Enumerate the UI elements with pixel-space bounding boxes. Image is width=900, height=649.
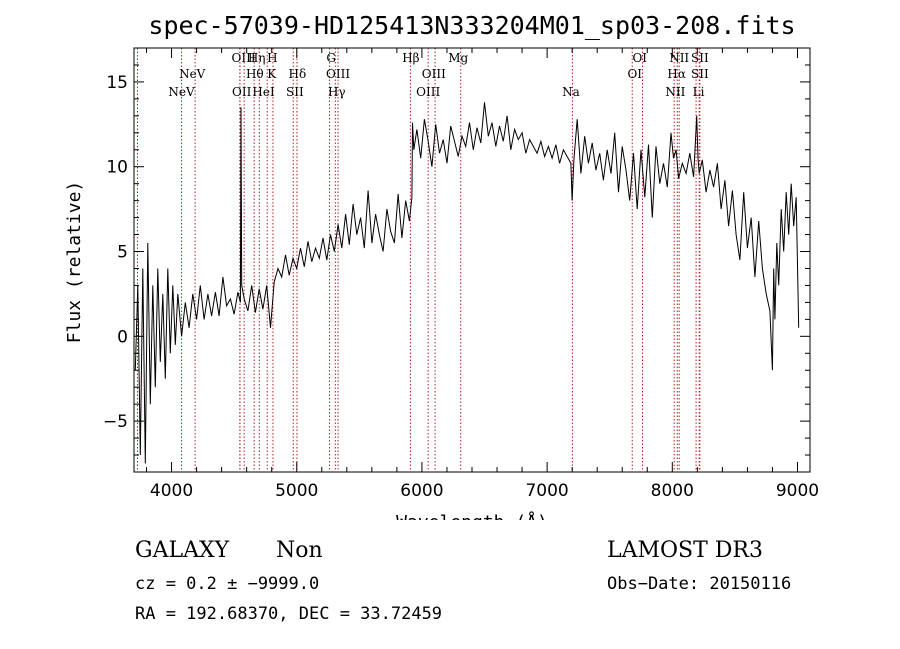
y-tick-label-3: 10: [106, 158, 128, 178]
y-tick-label-0: −5: [103, 412, 128, 432]
y-tick-label-1: 0: [117, 327, 128, 347]
line-label-12: OIII: [326, 67, 350, 81]
line-label-14: Hβ: [402, 51, 419, 65]
object-subclass: Non: [276, 538, 323, 563]
line-label-5: Hη: [248, 51, 266, 65]
redshift-readout: cz = 0.2 ± −9999.0: [135, 574, 320, 594]
ra-dec-readout: RA = 192.68370, DEC = 33.72459: [135, 604, 443, 624]
x-axis-label: Wavelength (Å): [396, 511, 548, 520]
line-label-26: Li: [693, 85, 705, 99]
line-label-13: Hγ: [328, 85, 346, 99]
obs-date: Obs−Date: 20150116: [607, 574, 792, 594]
x-tick-label-5: 9000: [776, 481, 819, 501]
line-label-2: OII: [232, 85, 252, 99]
chart-title: spec-57039-HD125413N333204M01_sp03-208.f…: [148, 11, 795, 40]
line-label-7: H: [267, 51, 277, 65]
x-tick-label-4: 8000: [651, 481, 694, 501]
line-label-25: SII: [691, 67, 709, 81]
y-tick-label-2: 5: [117, 243, 128, 263]
plot-frame: [133, 47, 811, 473]
spectrum-trace-0: [134, 102, 800, 464]
x-tick-label-0: 4000: [150, 481, 193, 501]
spectrum-chart: NeVNeVOIIOIIIHθHηHeIHKSIIHδGOIIIHγHβOIII…: [64, 11, 819, 520]
line-label-23: NII: [665, 85, 685, 99]
line-label-9: SII: [286, 85, 304, 99]
y-axis-label: Flux (relative): [64, 181, 85, 344]
line-label-0: NeV: [168, 85, 195, 99]
line-label-16: OIII: [416, 85, 440, 99]
line-label-17: Mg: [448, 51, 468, 65]
line-label-6: HeI: [252, 85, 275, 99]
line-label-22: Hα: [667, 67, 686, 81]
survey-name: LAMOST DR3: [607, 538, 763, 563]
line-label-21: NII: [669, 51, 689, 65]
line-label-11: G: [326, 51, 336, 65]
object-class: GALAXY: [135, 538, 230, 563]
line-label-1: NeV: [179, 67, 206, 81]
line-label-8: K: [267, 67, 277, 81]
line-label-18: Na: [562, 85, 580, 99]
line-label-10: Hδ: [289, 67, 307, 81]
x-tick-label-2: 6000: [400, 481, 443, 501]
line-label-19: OI: [632, 51, 647, 65]
line-label-4: Hθ: [246, 67, 264, 81]
x-tick-label-1: 5000: [275, 481, 318, 501]
spectrum-trace-layer: [134, 102, 800, 464]
axes-layer: 4000 5000 6000 7000 8000 9000 −5 0 5 10 15: [103, 47, 819, 501]
x-tick-label-3: 7000: [525, 481, 568, 501]
line-label-20: OI: [627, 67, 642, 81]
line-label-15: OIII: [422, 67, 446, 81]
spectral-lines-layer: [137, 48, 701, 472]
y-tick-label-4: 15: [106, 73, 128, 93]
line-label-24: SII: [691, 51, 709, 65]
line-label-3: OIII: [232, 51, 256, 65]
line-labels-layer: NeVNeVOIIOIIIHθHηHeIHKSIIHδGOIIIHγHβOIII…: [168, 51, 709, 99]
